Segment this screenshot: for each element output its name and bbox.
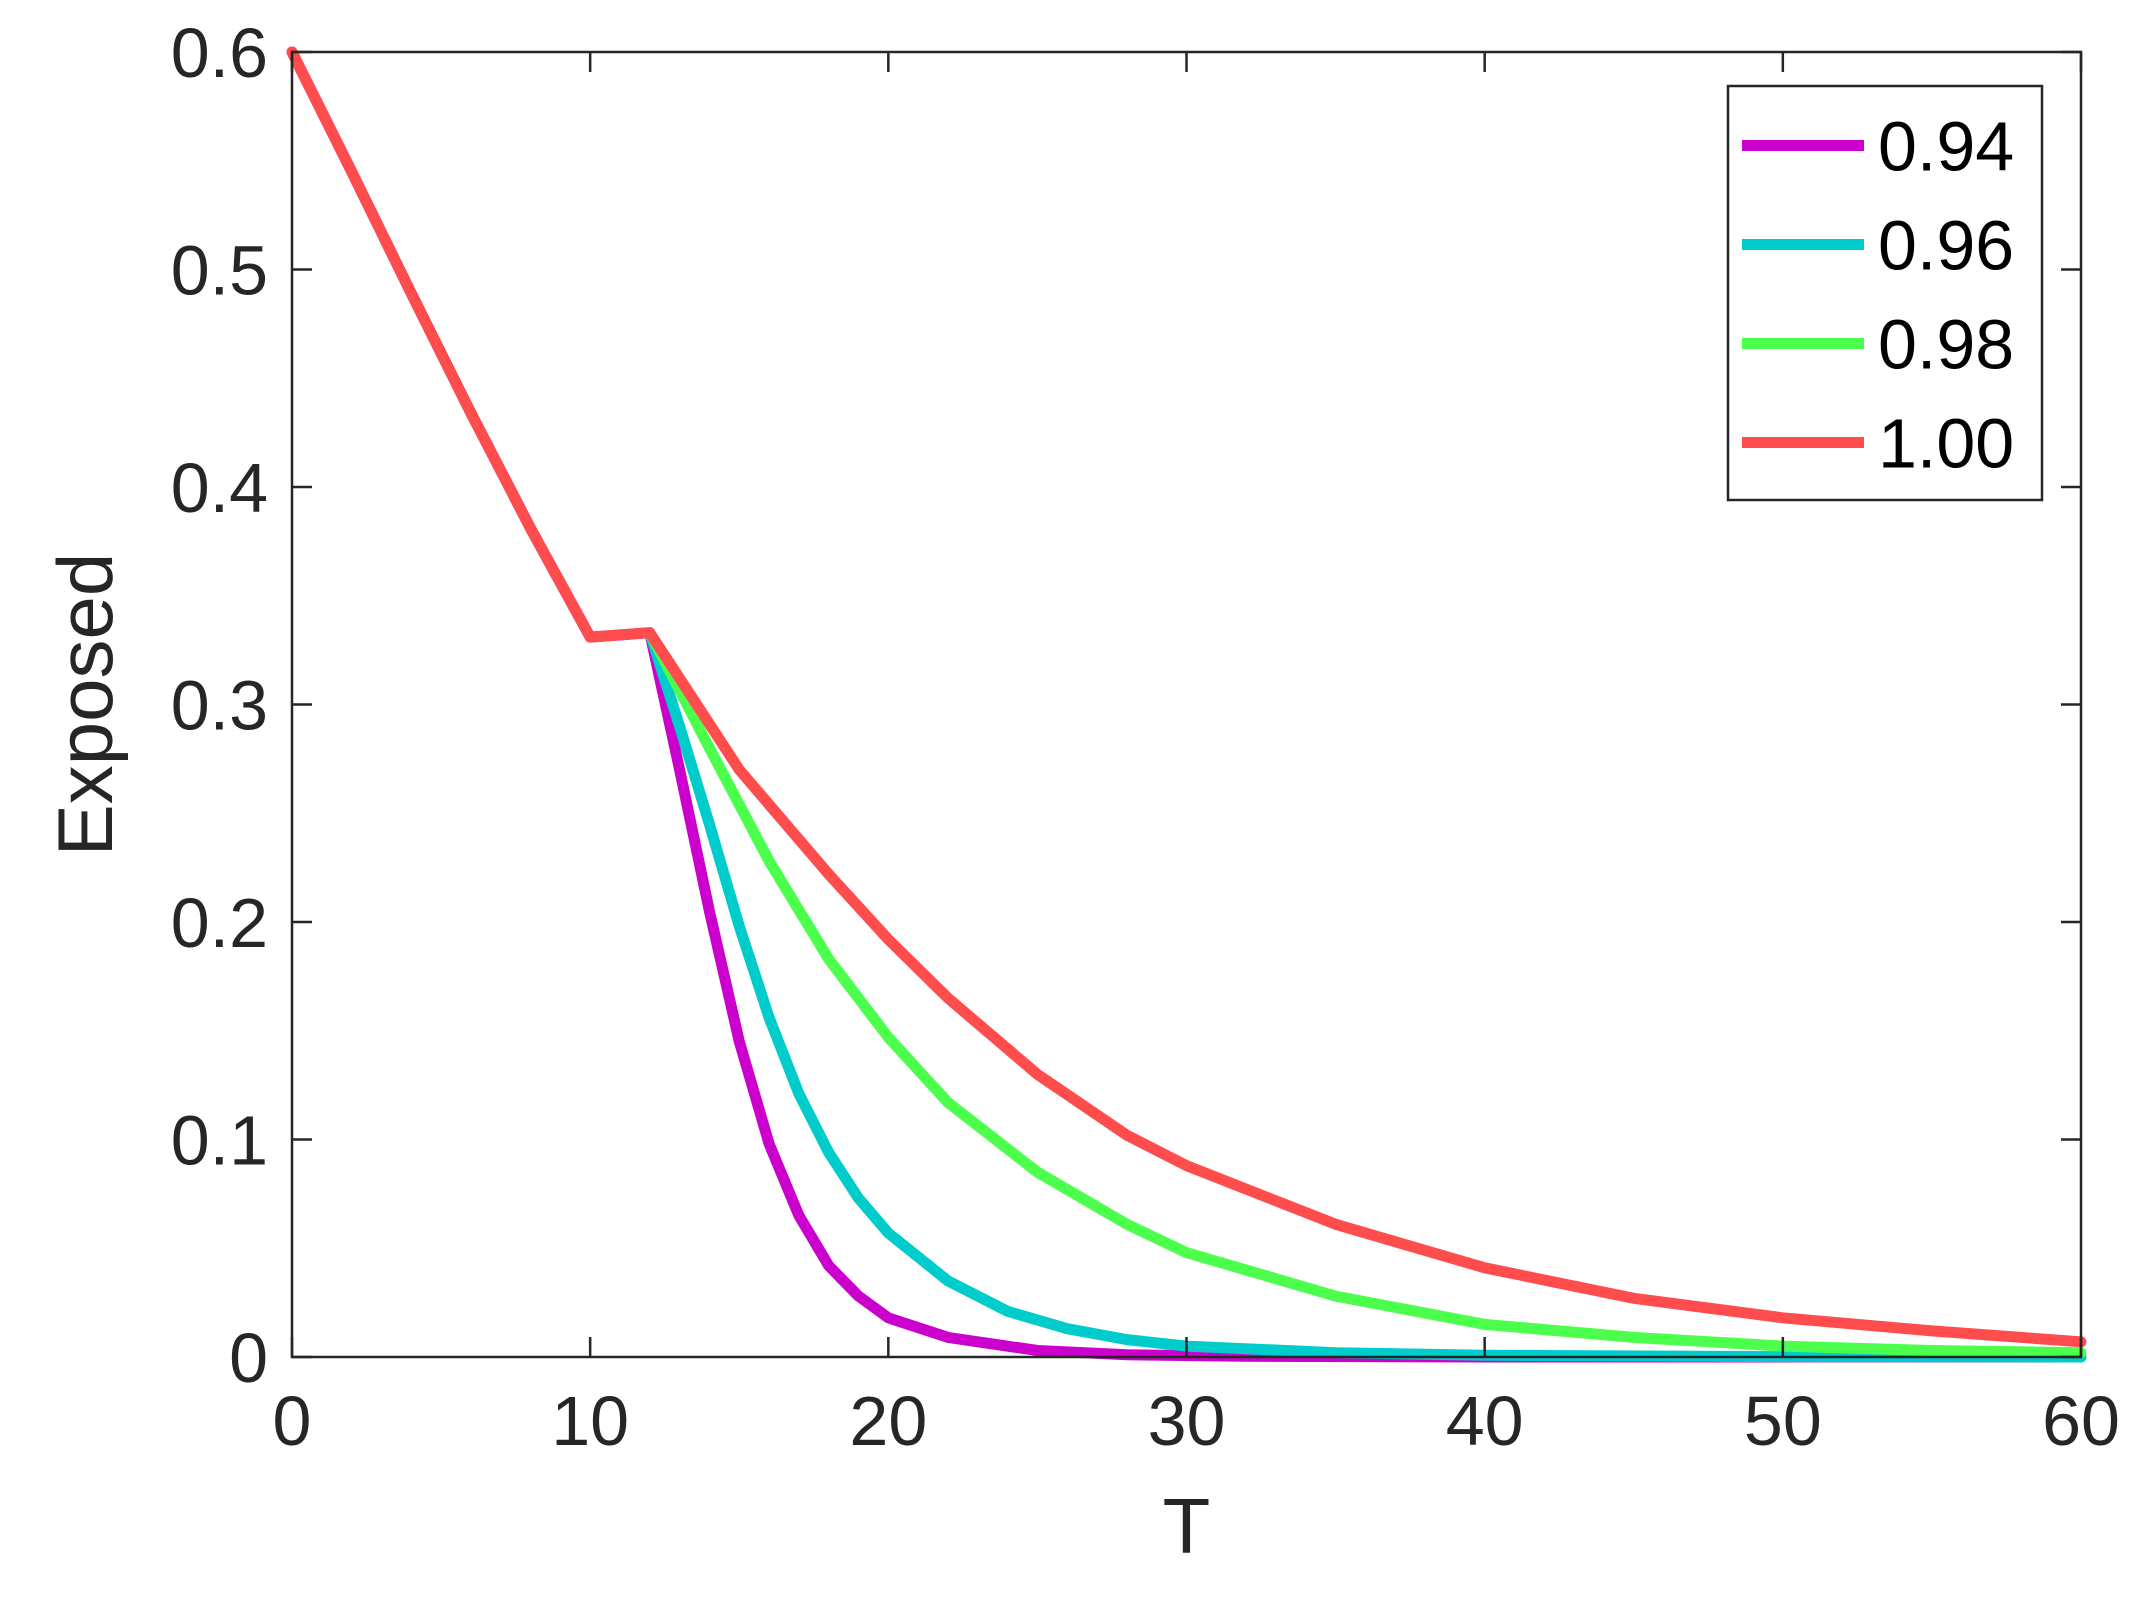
legend-label: 0.98 (1878, 306, 2014, 384)
legend-box (1726, 84, 2044, 502)
x-axis-label: T (1163, 1482, 1211, 1570)
series-line-1.00 (286, 46, 2087, 1348)
x-tick-label: 10 (551, 1382, 629, 1460)
y-tick-label: 0.2 (171, 884, 268, 962)
y-tick-label: 0.5 (171, 232, 268, 310)
y-tick-label: 0.3 (171, 667, 268, 745)
series-line-0.96 (644, 627, 2087, 1363)
y-tick-label: 0.4 (171, 449, 268, 527)
x-tick-label: 20 (849, 1382, 927, 1460)
legend-label: 1.00 (1878, 405, 2014, 483)
x-tick-label: 40 (1446, 1382, 1524, 1460)
y-tick-label: 0.6 (171, 14, 268, 92)
tick-layer: 0 10 20 30 40 50 60 0 0.1 0.2 0.3 0.4 0.5 0.6 (171, 14, 2120, 1460)
y-tick-label: 0.1 (171, 1102, 268, 1180)
series-line-0.98 (644, 627, 2087, 1359)
x-tick-label: 50 (1744, 1382, 1822, 1460)
x-tick-label: 0 (273, 1382, 312, 1460)
y-axis-label: Exposed (41, 553, 129, 857)
y-tick-label: 0 (229, 1319, 268, 1397)
x-tick-label: 30 (1148, 1382, 1226, 1460)
legend: 0.94 0.96 0.98 1.00 (1726, 84, 2044, 502)
legend-label: 0.94 (1878, 108, 2014, 186)
legend-label: 0.96 (1878, 207, 2014, 285)
x-tick-label: 60 (2042, 1382, 2120, 1460)
